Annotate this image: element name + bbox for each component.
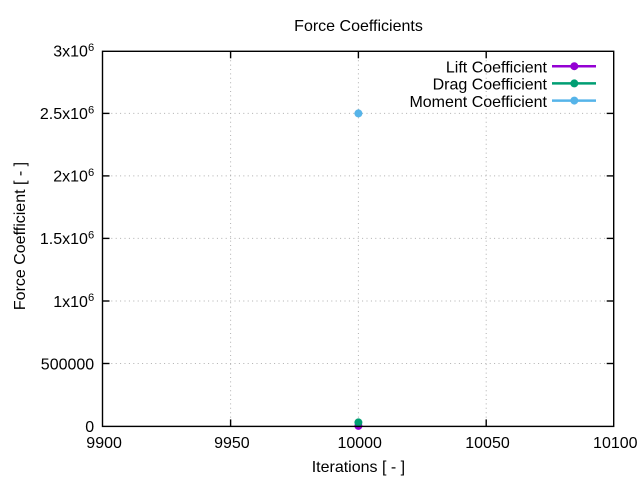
svg-text:Drag Coefficient: Drag Coefficient (433, 77, 548, 94)
svg-text:Lift Coefficient: Lift Coefficient (446, 59, 548, 76)
svg-text:10050: 10050 (465, 435, 510, 452)
svg-text:Iterations [ - ]: Iterations [ - ] (312, 459, 405, 476)
svg-text:Force Coefficient [ - ]: Force Coefficient [ - ] (12, 162, 29, 310)
svg-text:9900: 9900 (86, 435, 122, 452)
svg-text:1x106: 1x106 (53, 292, 94, 311)
svg-text:Moment Coefficient: Moment Coefficient (409, 94, 547, 111)
svg-text:10000: 10000 (337, 435, 382, 452)
svg-text:2.5x106: 2.5x106 (40, 105, 94, 124)
svg-text:Force Coefficients: Force Coefficients (294, 18, 423, 35)
svg-text:2x106: 2x106 (53, 167, 94, 186)
svg-text:3x106: 3x106 (53, 42, 94, 61)
svg-text:10100: 10100 (593, 435, 638, 452)
svg-text:9950: 9950 (214, 435, 250, 452)
svg-text:1.5x106: 1.5x106 (40, 230, 94, 249)
svg-text:0: 0 (85, 419, 94, 436)
svg-text:500000: 500000 (41, 356, 94, 373)
